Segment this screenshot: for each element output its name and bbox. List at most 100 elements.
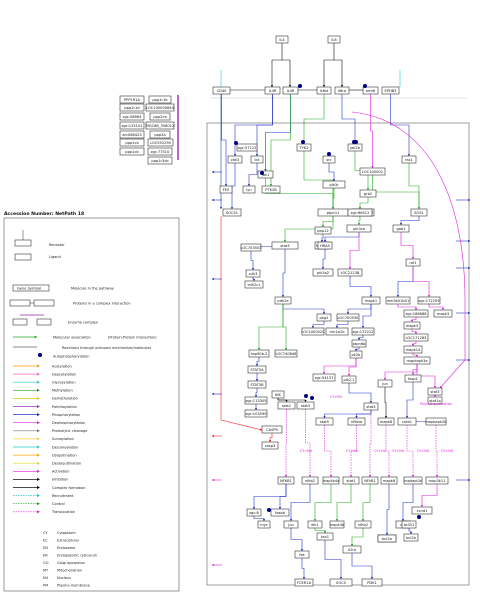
gene-box[interactable] [401, 520, 417, 529]
gene-lck[interactable]: lck [250, 155, 264, 164]
gene-box[interactable] [301, 327, 325, 336]
gene-src[interactable]: src [322, 155, 336, 164]
gene-box[interactable] [212, 86, 231, 95]
gene-box[interactable] [147, 156, 173, 165]
gene-box[interactable] [244, 396, 268, 405]
gene-box[interactable] [329, 578, 353, 587]
gene-casp3[interactable]: casp3 [261, 441, 279, 450]
gene-loc2[interactable]: LOC552290 [147, 138, 174, 147]
gene-box[interactable] [397, 417, 417, 426]
gene-box[interactable] [317, 241, 333, 250]
gene-box[interactable] [274, 349, 298, 358]
gene-socs[interactable]: SOCS [329, 578, 353, 587]
gene-map3k[interactable]: map3k11 [425, 476, 449, 485]
gene-stat5a[interactable]: STAT5A [247, 365, 267, 374]
gene-box[interactable] [327, 35, 341, 44]
gene-box[interactable] [247, 365, 267, 374]
gene-box[interactable] [119, 103, 145, 112]
gene-box[interactable] [377, 534, 397, 543]
gene-box[interactable] [277, 476, 295, 485]
gene-box[interactable] [147, 138, 174, 147]
gene-ephb3[interactable]: EPHB3 [381, 86, 400, 95]
gene-box[interactable] [315, 417, 334, 426]
gene-loc1[interactable]: LOC100000644 [145, 103, 175, 112]
gene-zgc1035[interactable]: zgc:103599 [244, 409, 268, 418]
gene-box[interactable] [261, 441, 279, 450]
gene-box[interactable] [314, 226, 332, 235]
gene-mapk14[interactable]: mapk14 [403, 345, 423, 354]
gene-ccnd1[interactable]: ccnd1 [411, 506, 433, 515]
gene-stat3b[interactable]: stat3 [296, 401, 315, 410]
gene-box[interactable] [275, 35, 289, 44]
gene-box[interactable] [301, 476, 319, 485]
gene-box[interactable] [222, 208, 242, 217]
gene-ppp1r1a[interactable]: PPP1R1A [119, 95, 145, 104]
gene-mapk3b[interactable]: mapk3b [330, 520, 345, 529]
gene-box[interactable] [119, 138, 145, 147]
gene-stat5b[interactable]: STAT5B [247, 380, 267, 389]
gene-ptk2b[interactable]: PTK2B [261, 185, 281, 194]
gene-pk2b[interactable]: pk2b [349, 350, 363, 359]
gene-loc7035[interactable]: LOC703503 [240, 243, 262, 252]
gene-cdh2[interactable]: cdh2c1 [244, 280, 264, 289]
gene-box[interactable] [347, 417, 366, 426]
gene-box[interactable] [351, 327, 375, 336]
gene-mapkapk2[interactable]: mapkapk2b [425, 417, 447, 426]
gene-box[interactable] [427, 387, 443, 396]
gene-il6st[interactable]: IL6st [316, 86, 332, 95]
gene-gab1[interactable]: gab1 [392, 224, 410, 233]
gene-box[interactable] [411, 506, 433, 515]
gene-box[interactable] [240, 243, 262, 252]
gene-box[interactable] [322, 180, 346, 189]
gene-box[interactable] [312, 373, 336, 382]
gene-bcl2l1[interactable]: bcl2l1 [401, 520, 417, 529]
gene-grb2[interactable]: grb2 [359, 189, 377, 198]
gene-box[interactable] [363, 402, 379, 411]
gene-ptpnb[interactable]: ptpn6b [351, 339, 367, 348]
gene-il6ra[interactable]: il6ra [334, 86, 350, 95]
gene-box[interactable] [403, 309, 429, 318]
gene-zgc57122[interactable]: zgc:57122 [236, 143, 258, 152]
gene-myc[interactable]: myc [257, 520, 271, 529]
gene-box[interactable] [250, 155, 264, 164]
gene-mgc1[interactable]: MGC68_358012 [145, 121, 175, 130]
gene-box[interactable] [257, 170, 274, 179]
gene-box[interactable] [244, 280, 264, 289]
gene-raf1[interactable]: raf1 [405, 258, 421, 267]
gene-hsp90[interactable]: hsp90b-2 [248, 349, 270, 358]
gene-mapk8[interactable]: mapk8 [377, 417, 395, 426]
gene-loc1002[interactable]: LOC100002C [301, 327, 325, 336]
gene-box[interactable] [425, 476, 449, 485]
gene-elk1[interactable]: elk1 [307, 520, 323, 529]
gene-jun[interactable]: jun [377, 379, 393, 388]
gene-zgc58864[interactable]: zgc:58864 [119, 112, 145, 121]
gene-box[interactable] [403, 333, 429, 342]
gene-ppp2ca[interactable]: ppp2ca [149, 112, 171, 121]
gene-box[interactable] [261, 185, 281, 194]
gene-ppp1cb[interactable]: ppp1cb [119, 147, 145, 156]
gene-stat1c[interactable]: stat1 [342, 476, 360, 485]
gene-loc7005[interactable]: LOC700530 [336, 313, 360, 322]
gene-box[interactable] [312, 268, 334, 277]
gene-nfkb1[interactable]: NFKB1 [277, 476, 295, 485]
gene-il4r1[interactable]: IL4R [264, 86, 281, 95]
gene-stat3c[interactable]: stat3 [363, 402, 379, 411]
gene-nfkb2b[interactable]: nfkb2 [354, 520, 372, 529]
gene-box[interactable] [377, 417, 395, 426]
gene-fos[interactable]: fosab [270, 508, 290, 517]
gene-box[interactable] [349, 350, 363, 359]
gene-box[interactable] [417, 296, 441, 305]
gene-zak3[interactable]: zak3 [227, 155, 243, 164]
gene-ptpn11[interactable]: ptpn11 [317, 208, 349, 217]
gene-box[interactable] [322, 476, 340, 485]
gene-box[interactable] [380, 476, 398, 485]
gene-socs1[interactable]: SOCS1 [222, 208, 242, 217]
gene-stat1[interactable]: stat1 [277, 401, 296, 410]
gene-box[interactable] [271, 241, 299, 250]
gene-box[interactable] [377, 379, 393, 388]
gene-box[interactable] [270, 508, 290, 517]
gene-box[interactable] [145, 121, 175, 130]
gene-box[interactable] [341, 375, 357, 384]
gene-pik2[interactable]: pik2.1 [341, 375, 357, 384]
gene-ppp1ca[interactable]: ppp1ca [119, 138, 145, 147]
